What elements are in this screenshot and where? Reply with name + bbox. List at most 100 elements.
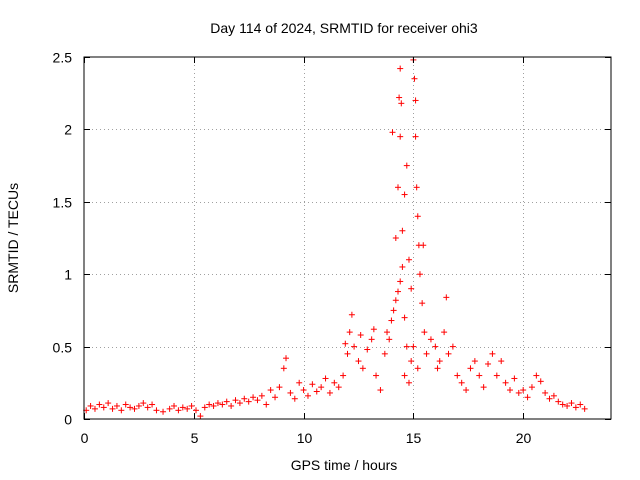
y-tick-label: 0.5: [53, 340, 73, 356]
data-point: [232, 397, 239, 404]
data-point: [401, 314, 408, 321]
data-point: [405, 256, 412, 263]
data-point: [408, 358, 415, 365]
data-point: [370, 326, 377, 333]
data-point: [344, 350, 351, 357]
data-point: [533, 372, 540, 379]
data-point: [287, 389, 294, 396]
data-point: [471, 358, 478, 365]
data-point: [542, 389, 549, 396]
data-point: [313, 388, 320, 395]
data-point: [436, 358, 443, 365]
data-point: [381, 350, 388, 357]
data-point: [241, 395, 248, 402]
data-point: [396, 94, 403, 101]
data-point: [410, 343, 417, 350]
y-tick-label: 0: [64, 412, 72, 428]
data-point: [118, 407, 125, 414]
data-point: [572, 404, 579, 411]
data-point: [485, 360, 492, 367]
data-point: [300, 387, 307, 394]
data-point: [100, 404, 107, 411]
data-point: [434, 365, 441, 372]
data-point: [467, 365, 474, 372]
data-point: [122, 401, 129, 408]
data-point: [420, 242, 427, 249]
data-point: [377, 387, 384, 394]
data-point: [390, 307, 397, 314]
data-point: [546, 395, 553, 402]
data-point: [449, 343, 456, 350]
data-point: [412, 97, 419, 104]
data-point: [272, 394, 279, 401]
data-point: [564, 402, 571, 409]
data-point: [520, 387, 527, 394]
data-point: [171, 402, 178, 409]
data-point: [245, 398, 252, 405]
x-tick-label: 10: [297, 430, 313, 446]
data-point: [214, 400, 221, 407]
data-point: [506, 387, 513, 394]
data-point: [421, 329, 428, 336]
data-point: [357, 332, 364, 339]
data-point: [427, 336, 434, 343]
chart-title: Day 114 of 2024, SRMTID for receiver ohi…: [210, 20, 478, 36]
data-point: [511, 375, 518, 382]
data-point: [206, 401, 213, 408]
x-tick-label: 15: [406, 430, 422, 446]
data-point: [528, 384, 535, 391]
data-point: [399, 227, 406, 234]
data-point: [254, 397, 261, 404]
data-point: [219, 401, 226, 408]
x-tick-label: 5: [191, 430, 199, 446]
data-point: [399, 263, 406, 270]
data-point: [386, 336, 393, 343]
data-point: [135, 402, 142, 409]
data-point: [276, 384, 283, 391]
data-point: [109, 405, 116, 412]
data-point: [96, 401, 103, 408]
data-point: [263, 401, 270, 408]
data-point: [331, 379, 338, 386]
data-point: [188, 402, 195, 409]
data-point: [258, 392, 265, 399]
data-point: [160, 408, 167, 415]
data-point: [555, 398, 562, 405]
data-point: [351, 343, 358, 350]
data-point: [131, 405, 138, 412]
data-point: [414, 213, 421, 220]
data-point: [113, 402, 120, 409]
y-tick-label: 2.5: [53, 50, 73, 66]
y-tick-label: 1: [64, 267, 72, 283]
data-point: [397, 65, 404, 72]
data-point: [401, 191, 408, 198]
data-point: [515, 389, 522, 396]
data-point: [403, 343, 410, 350]
data-point: [250, 394, 257, 401]
data-point: [476, 372, 483, 379]
data-point: [397, 133, 404, 140]
data-point: [414, 365, 421, 372]
data-point: [577, 401, 584, 408]
data-point: [458, 379, 465, 386]
data-point: [144, 404, 151, 411]
data-point: [498, 358, 505, 365]
data-point: [140, 400, 147, 407]
data-point: [364, 346, 371, 353]
data-point: [388, 317, 395, 324]
data-point: [359, 365, 366, 372]
data-point: [463, 387, 470, 394]
data-point: [91, 405, 98, 412]
data-point: [228, 402, 235, 409]
x-tick-label: 0: [81, 430, 89, 446]
data-point: [398, 100, 405, 107]
data-point: [524, 394, 531, 401]
data-point: [445, 350, 452, 357]
data-point: [454, 372, 461, 379]
data-point: [401, 372, 408, 379]
data-point: [267, 387, 274, 394]
data-point: [127, 404, 134, 411]
data-point: [568, 400, 575, 407]
data-point: [480, 384, 487, 391]
